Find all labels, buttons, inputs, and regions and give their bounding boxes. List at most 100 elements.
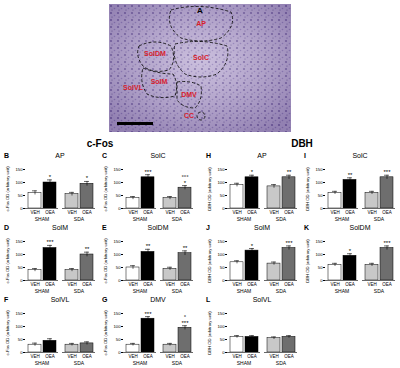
svg-text:50: 50 [116,337,121,342]
svg-text:150: 150 [218,311,226,316]
svg-text:A: A [197,6,203,15]
svg-text:SHAM: SHAM [35,216,49,222]
svg-text:SolDM: SolDM [144,50,166,57]
svg-text:DMV: DMV [181,91,197,98]
svg-text:VEH: VEH [165,354,174,359]
svg-text:SDA: SDA [74,216,85,222]
svg-text:DBH OD (arbitrary unit): DBH OD (arbitrary unit) [207,167,212,211]
svg-text:c-Fos OD (arbitrary unit): c-Fos OD (arbitrary unit) [103,238,108,284]
svg-text:VEH: VEH [367,210,376,215]
svg-text:SHAM: SHAM [35,288,49,294]
svg-text:**: ** [183,245,188,251]
svg-text:VEH: VEH [30,210,39,215]
svg-text:***: *** [46,239,54,245]
svg-text:VEH: VEH [165,282,174,287]
svg-text:100: 100 [114,252,122,257]
svg-text:150: 150 [114,311,122,316]
svg-text:100: 100 [218,180,226,185]
svg-text:SDA: SDA [172,360,183,366]
svg-text:SDA: SDA [172,288,183,294]
svg-text:OEA: OEA [180,354,190,359]
svg-text:OEA: OEA [345,210,355,215]
svg-text:50: 50 [318,193,323,198]
svg-text:VEH: VEH [330,210,339,215]
svg-text:50: 50 [220,193,225,198]
svg-text:OEA: OEA [82,282,92,287]
svg-text:*: * [86,175,89,181]
svg-text:50: 50 [18,337,23,342]
svg-text:0: 0 [320,206,323,211]
svg-text:VEH: VEH [67,354,76,359]
svg-text:50: 50 [220,265,225,270]
svg-text:SHAM: SHAM [133,216,147,222]
svg-text:c-Fos OD (arbitrary unit): c-Fos OD (arbitrary unit) [5,238,10,284]
svg-text:SHAM: SHAM [133,288,147,294]
svg-text:150: 150 [16,311,24,316]
svg-text:OEA: OEA [82,354,92,359]
svg-text:SHAM: SHAM [335,288,349,294]
svg-text:OEA: OEA [247,282,257,287]
svg-text:°°°*: °°°* [181,174,189,186]
svg-text:100: 100 [218,252,226,257]
svg-text:OEA: OEA [45,210,55,215]
svg-text:**: ** [287,169,292,175]
svg-text:VEH: VEH [232,210,241,215]
svg-text:**: ** [146,243,151,249]
svg-text:SHAM: SHAM [237,288,251,294]
svg-text:*: * [251,243,254,249]
svg-text:VEH: VEH [269,210,278,215]
svg-text:150: 150 [114,239,122,244]
svg-text:100: 100 [316,252,324,257]
svg-text:***: *** [144,169,152,175]
svg-text:OEA: OEA [180,210,190,215]
svg-text:0: 0 [222,278,225,283]
svg-text:c-Fos OD (arbitrary unit): c-Fos OD (arbitrary unit) [5,166,10,212]
svg-text:DBH OD (arbitrary unit): DBH OD (arbitrary unit) [305,167,310,211]
svg-text:OEA: OEA [143,354,153,359]
svg-text:DBH OD (arbitrary unit): DBH OD (arbitrary unit) [305,239,310,283]
svg-text:100: 100 [114,324,122,329]
svg-text:50: 50 [318,265,323,270]
svg-text:SDA: SDA [74,288,85,294]
svg-text:VEH: VEH [232,354,241,359]
svg-text:c-Fos OD (arbitrary unit): c-Fos OD (arbitrary unit) [5,310,10,356]
svg-text:150: 150 [316,239,324,244]
svg-text:100: 100 [218,324,226,329]
svg-text:VEH: VEH [128,210,137,215]
svg-text:0: 0 [118,278,121,283]
svg-text:50: 50 [116,265,121,270]
svg-text:OEA: OEA [284,354,294,359]
svg-text:0: 0 [118,350,121,355]
svg-text:SolC: SolC [193,54,209,61]
svg-text:OEA: OEA [143,210,153,215]
svg-text:SDA: SDA [276,288,287,294]
svg-text:c-Fos OD (arbitrary unit): c-Fos OD (arbitrary unit) [103,166,108,212]
svg-text:DBH OD (arbitrary unit): DBH OD (arbitrary unit) [207,311,212,355]
svg-text:OEA: OEA [345,282,355,287]
svg-text:OEA: OEA [247,354,257,359]
svg-text:SHAM: SHAM [335,216,349,222]
svg-text:150: 150 [16,239,24,244]
svg-text:VEH: VEH [30,282,39,287]
svg-text:SDA: SDA [172,216,183,222]
svg-text:150: 150 [114,167,122,172]
svg-text:50: 50 [18,265,23,270]
svg-text:0: 0 [118,206,121,211]
svg-text:***: *** [383,240,391,246]
svg-text:VEH: VEH [128,282,137,287]
svg-text:150: 150 [218,167,226,172]
svg-text:OEA: OEA [284,282,294,287]
svg-text:0: 0 [320,278,323,283]
svg-text:SDA: SDA [276,360,287,366]
svg-text:***: *** [144,311,152,317]
svg-text:OEA: OEA [247,210,257,215]
svg-text:SHAM: SHAM [237,360,251,366]
svg-text:100: 100 [16,180,24,185]
svg-text:SHAM: SHAM [237,216,251,222]
svg-text:150: 150 [16,167,24,172]
svg-text:DBH OD (arbitrary unit): DBH OD (arbitrary unit) [207,239,212,283]
svg-text:0: 0 [20,206,23,211]
svg-text:SHAM: SHAM [133,360,147,366]
svg-text:VEH: VEH [128,354,137,359]
svg-text:VEH: VEH [367,282,376,287]
